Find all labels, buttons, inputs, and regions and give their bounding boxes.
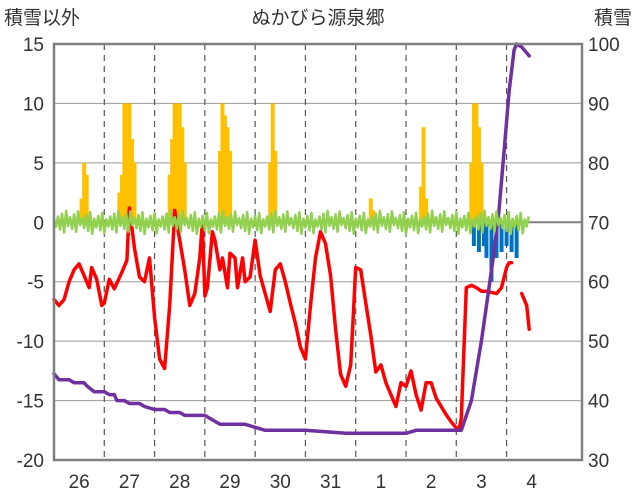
precipitation-bar	[172, 103, 177, 223]
y-left-tick-label: 0	[33, 213, 44, 234]
y-right-tick-label: 100	[588, 35, 620, 56]
snow_change-bar	[509, 222, 514, 252]
precipitation-bar	[273, 150, 278, 223]
x-tick-label: 1	[376, 472, 387, 493]
x-tick-label: 28	[169, 472, 190, 493]
x-tick-label: 29	[219, 472, 240, 493]
snow_change-bar	[476, 222, 481, 252]
precipitation-bar	[476, 127, 481, 223]
precipitation-bar	[170, 139, 175, 223]
snow_change-bar	[504, 222, 509, 247]
x-tick-label: 27	[119, 472, 140, 493]
precipitation-bar	[119, 174, 124, 223]
x-tick-label: 4	[526, 472, 537, 493]
y-left-tick-label: 5	[33, 154, 44, 175]
plot-border	[52, 42, 584, 462]
y-right-tick-label: 40	[588, 392, 609, 413]
wind-line	[52, 209, 530, 236]
precipitation-bar	[182, 162, 187, 223]
precipitation-bar	[129, 139, 134, 223]
temperature-line	[52, 206, 514, 433]
snow_change-bar	[514, 222, 519, 258]
y-right-tick-label: 30	[588, 451, 609, 472]
precipitation-bar	[222, 115, 227, 223]
precipitation-bar	[124, 103, 129, 223]
x-tick-label: 30	[270, 472, 291, 493]
snow_change-bar	[499, 222, 504, 252]
x-tick-label: 26	[69, 472, 90, 493]
precipitation-bar	[270, 103, 275, 223]
y-left-tick-label: -5	[27, 273, 44, 294]
snow_depth-line	[52, 42, 531, 436]
precipitation-bar	[268, 162, 273, 223]
y-left-tick-label: -10	[17, 332, 44, 353]
precipitation-bar	[371, 210, 376, 223]
temperature-line	[519, 291, 531, 332]
precipitation-bar	[180, 127, 185, 223]
precipitation-bar	[474, 103, 479, 223]
y-right-tick-label: 60	[588, 273, 609, 294]
precipitation-bar	[225, 127, 230, 223]
precipitation-bar	[82, 162, 87, 223]
y-axis-left-label: 積雪以外	[4, 7, 80, 29]
y-right-tick-label: 80	[588, 154, 609, 175]
chart-title: ぬかびら源泉郷	[251, 7, 384, 29]
x-tick-label: 31	[320, 472, 341, 493]
snow_change-bar	[489, 222, 494, 282]
precipitation-bar	[122, 103, 127, 223]
precipitation-bar	[117, 192, 122, 223]
precipitation-bar	[79, 198, 84, 223]
precipitation-bar	[175, 103, 180, 223]
y-left-tick-label: -15	[17, 392, 44, 413]
snow_change-bar	[484, 222, 489, 258]
x-tick-label: 2	[426, 472, 437, 493]
precipitation-bar	[84, 174, 89, 223]
precipitation-bar	[424, 198, 429, 223]
y-left-tick-label: 10	[23, 94, 44, 115]
precipitation-bar	[471, 103, 476, 223]
y-axis-right-label: 積雪	[594, 7, 632, 29]
y-left-tick-label: 15	[23, 35, 44, 56]
precipitation-bar	[217, 150, 222, 223]
precipitation-bar	[421, 127, 426, 223]
y-left-tick-label: -20	[17, 451, 44, 472]
snow_change-bar	[481, 222, 486, 247]
precipitation-bar	[368, 198, 373, 223]
chart-marks	[52, 42, 531, 436]
plot-frame	[52, 42, 584, 462]
precipitation-bar	[132, 162, 137, 223]
y-right-tick-label: 90	[588, 94, 609, 115]
precipitation-bar	[469, 162, 474, 223]
precipitation-bar	[177, 103, 182, 223]
precipitation-bar	[228, 150, 232, 223]
precipitation-bar	[479, 162, 484, 223]
precipitation-bar	[419, 186, 424, 223]
snow_change-bar	[471, 222, 476, 247]
precipitation-bar	[167, 174, 172, 223]
y-right-tick-label: 70	[588, 213, 609, 234]
y-right-tick-label: 50	[588, 332, 609, 353]
x-tick-label: 3	[476, 472, 487, 493]
precipitation-bar	[220, 103, 225, 223]
precipitation-bar	[127, 103, 132, 223]
